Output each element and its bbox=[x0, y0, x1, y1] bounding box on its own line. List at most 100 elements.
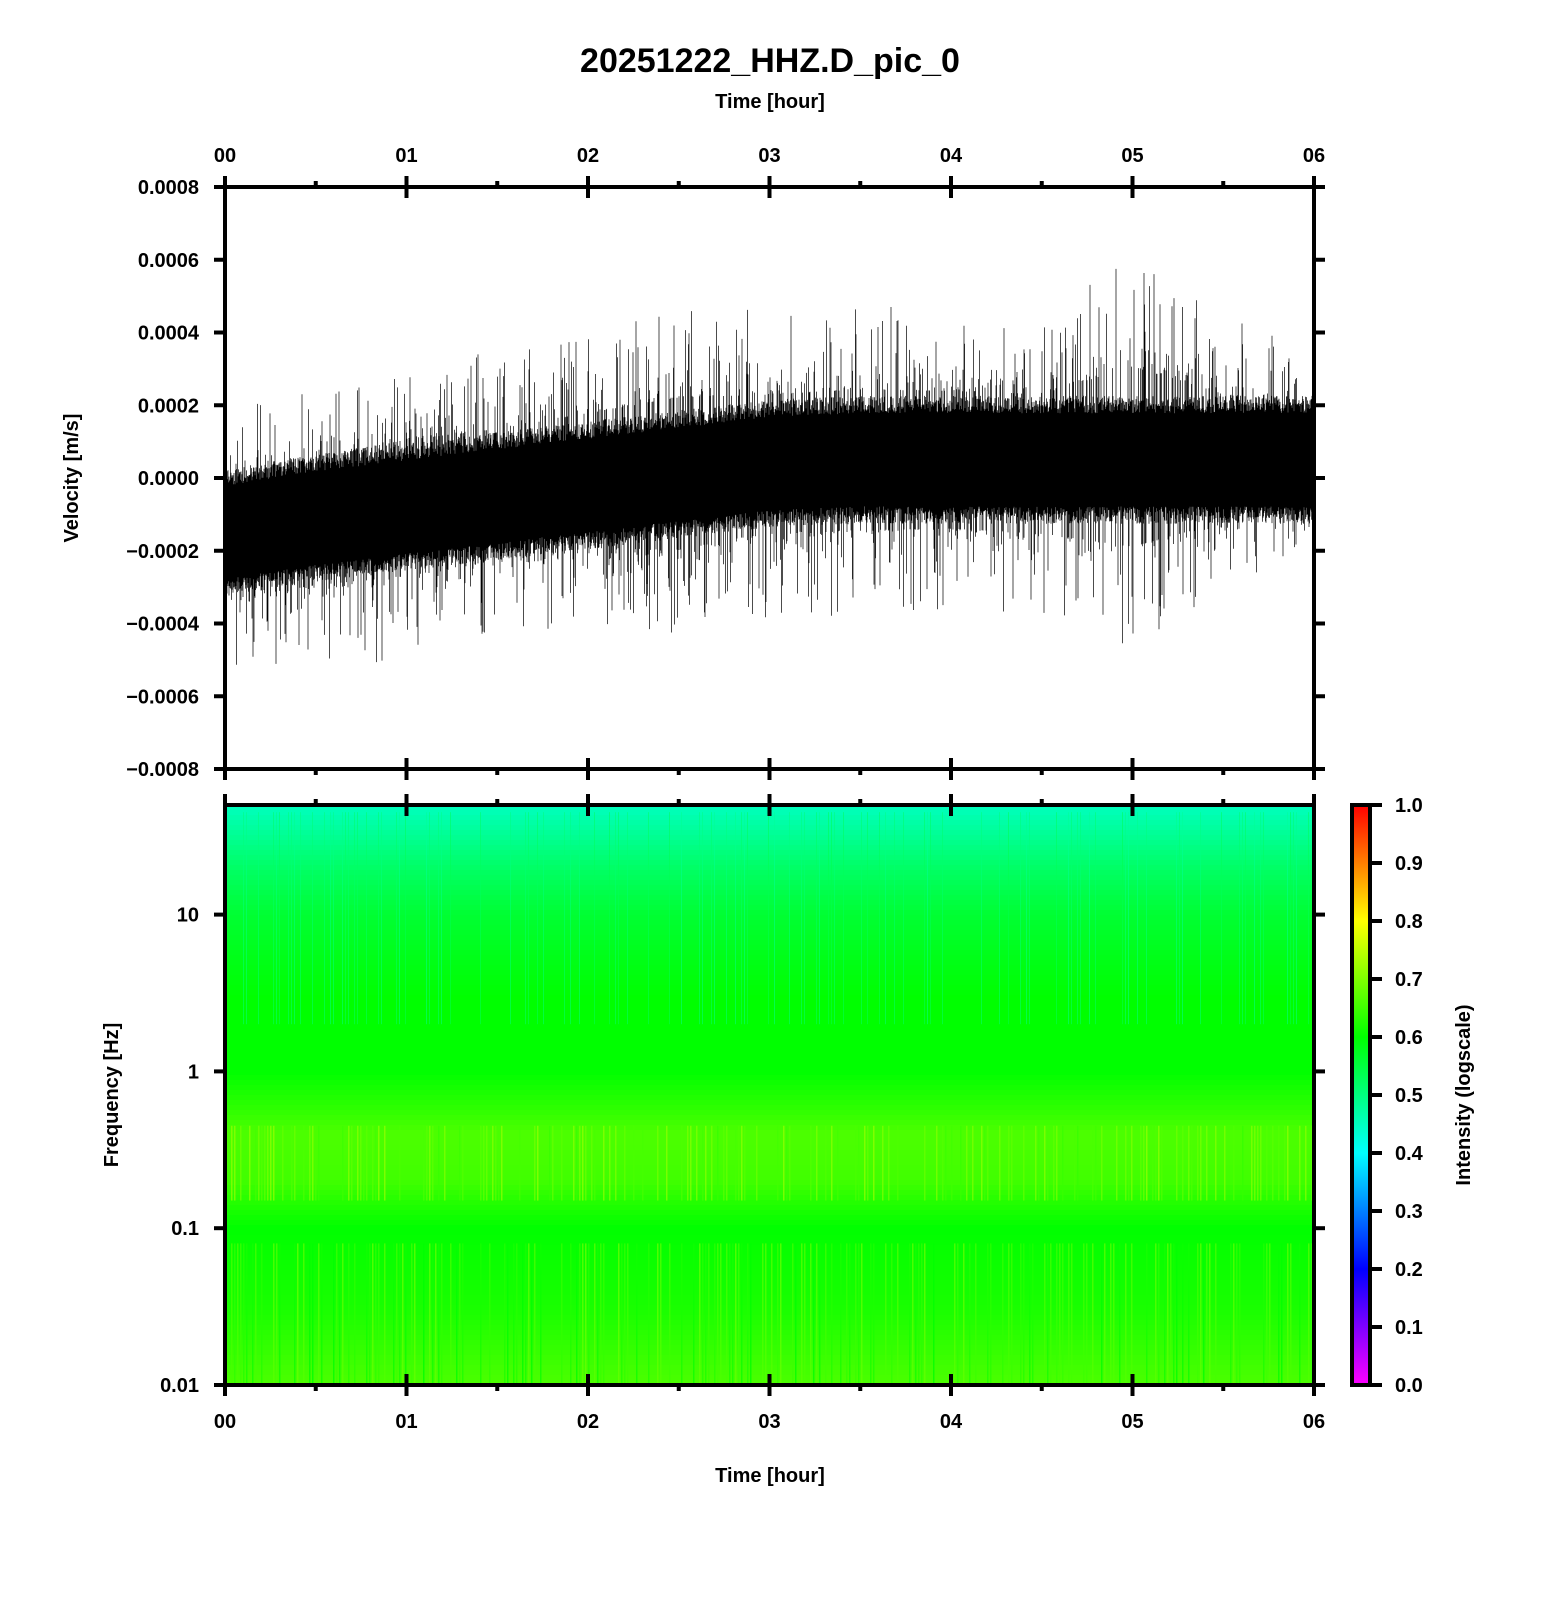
spectrogram-streak bbox=[729, 1243, 731, 1385]
spectrogram-streak bbox=[537, 1125, 539, 1201]
spectrogram-streak bbox=[1146, 1125, 1148, 1201]
spectrogram-streak bbox=[615, 812, 616, 1025]
bottom-x-tick-label: 02 bbox=[577, 1411, 599, 1433]
spectrogram-band bbox=[225, 885, 1314, 891]
spectrogram-band bbox=[225, 840, 1314, 846]
spectrogram-streak bbox=[738, 1243, 740, 1385]
spectrogram-band bbox=[225, 1270, 1314, 1276]
waveform-plot bbox=[225, 268, 1314, 665]
spectrogram-streak bbox=[1131, 1243, 1133, 1385]
colorbar-tick-label: 0.5 bbox=[1395, 1085, 1423, 1107]
spectrogram-streak bbox=[1188, 1125, 1190, 1201]
spectrogram-streak bbox=[360, 1125, 362, 1201]
spectrogram-streak bbox=[396, 812, 397, 1025]
spectrogram-streak bbox=[810, 1125, 812, 1201]
spectrogram-band bbox=[225, 1255, 1314, 1261]
spectrogram-streak bbox=[1086, 1243, 1088, 1385]
spectrogram-streak bbox=[1260, 812, 1261, 1025]
spectrogram-streak bbox=[633, 1125, 635, 1201]
spectrogram-streak bbox=[519, 1125, 521, 1201]
spectrogram-streak bbox=[828, 812, 829, 1025]
spectrogram-streak bbox=[1203, 1243, 1205, 1385]
spectrogram-streak bbox=[1044, 1125, 1046, 1201]
spectrogram-streak bbox=[444, 1125, 446, 1201]
spectrogram-streak bbox=[1044, 1243, 1046, 1385]
spectrogram-streak bbox=[339, 1243, 341, 1385]
spectrogram-band bbox=[225, 970, 1314, 976]
spectrogram-streak bbox=[507, 1243, 509, 1385]
spectrogram-streak bbox=[1020, 1243, 1022, 1385]
spectrogram-band bbox=[225, 1035, 1314, 1041]
spectrogram-streak bbox=[1296, 812, 1297, 1025]
spectrogram-streak bbox=[693, 1243, 695, 1385]
spectrogram-streak bbox=[585, 1243, 587, 1385]
spectrogram-streak bbox=[816, 1243, 818, 1385]
frequency-axis-label: Frequency [Hz] bbox=[101, 1023, 123, 1167]
spectrogram-band bbox=[225, 1325, 1314, 1331]
spectrogram-band bbox=[225, 1160, 1314, 1166]
spectrogram-streak bbox=[945, 1125, 947, 1201]
spectrogram-streak bbox=[1080, 812, 1081, 1025]
spectrogram-streak bbox=[726, 1125, 728, 1201]
spectrogram-streak bbox=[1023, 1125, 1025, 1201]
spectrogram-band bbox=[225, 1245, 1314, 1251]
spectrogram-streak bbox=[954, 1243, 956, 1385]
spectrogram-streak bbox=[972, 1125, 974, 1201]
spectrogram-streak bbox=[426, 1125, 428, 1201]
spectrogram-band bbox=[225, 920, 1314, 926]
spectrogram-band bbox=[225, 955, 1314, 961]
spectrogram-streak bbox=[309, 1243, 311, 1385]
spectrogram-streak bbox=[1311, 1243, 1313, 1385]
spectrogram-streak bbox=[975, 1243, 977, 1385]
spectrogram-band bbox=[225, 1190, 1314, 1196]
spectrogram-streak bbox=[1146, 1243, 1148, 1385]
spectrogram-streak bbox=[1209, 1243, 1211, 1385]
spectrogram-streak bbox=[1290, 812, 1291, 1025]
spectrogram-band bbox=[225, 1120, 1314, 1126]
spectrogram-streak bbox=[1104, 1243, 1106, 1385]
spectrogram-streak bbox=[1287, 1125, 1289, 1201]
spectrogram-streak bbox=[336, 1243, 338, 1385]
spectrogram-streak bbox=[564, 812, 565, 1025]
spectrogram-streak bbox=[627, 1243, 629, 1385]
velocity-tick-label: 0.0000 bbox=[138, 468, 199, 490]
spectrogram-streak bbox=[804, 812, 805, 1025]
spectrogram-band bbox=[225, 1320, 1314, 1326]
spectrogram-streak bbox=[924, 812, 925, 1025]
spectrogram-streak bbox=[333, 1243, 335, 1385]
spectrogram-band bbox=[225, 835, 1314, 841]
spectrogram-streak bbox=[738, 1125, 740, 1201]
spectrogram-streak bbox=[657, 1125, 659, 1201]
velocity-tick-label: −0.0008 bbox=[126, 759, 199, 781]
spectrogram-streak bbox=[255, 1243, 257, 1385]
spectrogram-streak bbox=[480, 1125, 482, 1201]
spectrogram-streak bbox=[603, 1243, 605, 1385]
spectrogram-band bbox=[225, 1000, 1314, 1006]
spectrogram-streak bbox=[624, 1243, 626, 1385]
spectrogram-streak bbox=[489, 1243, 491, 1385]
spectrogram-streak bbox=[1047, 1125, 1049, 1201]
spectrogram-streak bbox=[1176, 1243, 1178, 1385]
spectrogram-streak bbox=[588, 1243, 590, 1385]
spectrogram-streak bbox=[450, 1243, 452, 1385]
spectrogram-streak bbox=[648, 1243, 650, 1385]
spectrogram-streak bbox=[354, 812, 355, 1025]
spectrogram-streak bbox=[1089, 812, 1090, 1025]
spectrogram-streak bbox=[486, 1125, 488, 1201]
spectrogram-streak bbox=[597, 1243, 599, 1385]
spectrogram-streak bbox=[522, 1243, 524, 1385]
spectrogram-streak bbox=[1137, 812, 1138, 1025]
spectrogram-streak bbox=[858, 1125, 860, 1201]
spectrogram-streak bbox=[702, 812, 703, 1025]
spectrogram-streak bbox=[621, 1243, 623, 1385]
spectrogram-streak bbox=[273, 812, 274, 1025]
spectrogram-streak bbox=[357, 812, 358, 1025]
spectrogram-streak bbox=[1287, 812, 1288, 1025]
spectrogram-streak bbox=[1167, 1243, 1169, 1385]
spectrogram-streak bbox=[1305, 1125, 1307, 1201]
spectrogram-streak bbox=[1011, 1125, 1013, 1201]
spectrogram-streak bbox=[831, 1243, 833, 1385]
spectrogram-streak bbox=[1266, 1125, 1268, 1201]
spectrogram-streak bbox=[702, 1125, 704, 1201]
spectrogram-streak bbox=[1176, 1125, 1178, 1201]
